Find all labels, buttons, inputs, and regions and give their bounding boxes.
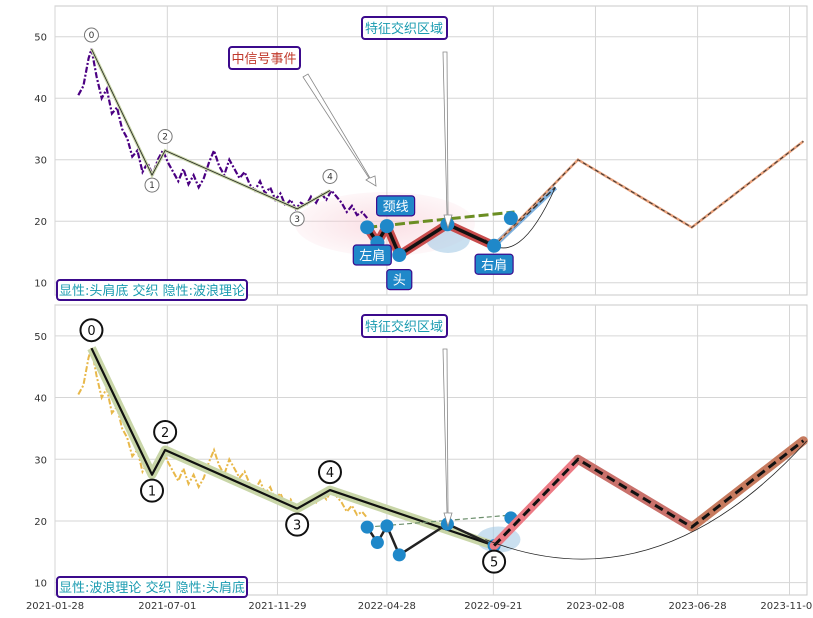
wave-marker-bottom [79, 318, 104, 343]
zone-arrow-bottom [442, 348, 453, 528]
projection-line-top [493, 140, 804, 247]
hs-point-bottom [370, 536, 384, 550]
arc-curve-bottom [485, 440, 808, 560]
hs-label-box [386, 269, 413, 291]
y-tick-label: 40 [34, 394, 47, 405]
hs-label-box [376, 195, 416, 217]
projection-line-bottom [493, 439, 805, 547]
hs-point-top [360, 220, 375, 235]
panel-label-box-bottom [56, 576, 248, 598]
wave-marker-top [83, 27, 99, 43]
zone-box-bottom [361, 314, 448, 338]
hs-point-top [392, 248, 407, 263]
wave-line-top [91, 48, 331, 210]
signal-arrow-top [302, 73, 377, 187]
panel-label-box-top [56, 279, 248, 301]
hs-point-bottom [360, 520, 374, 534]
wave-marker-label-top: 4 [327, 172, 333, 182]
x-tick-label: 2023-11-01 [760, 601, 813, 612]
wave-marker-label-top: 1 [149, 181, 155, 191]
hs-label-text: 头 [393, 274, 406, 289]
wave-marker-bottom [285, 512, 310, 537]
hs-point-top [503, 211, 518, 226]
wave-marker-bottom [482, 549, 507, 574]
wave-marker-label-bottom: 1 [148, 485, 156, 500]
wave-marker-top [322, 168, 338, 184]
zone-arrow-top [442, 51, 453, 230]
signal-event-label: 中信号事件 [231, 52, 296, 67]
zone-box-top [361, 16, 448, 40]
hs-point-bottom [380, 519, 394, 533]
zone-label-top: 特征交织区域 [365, 21, 443, 37]
hs-label-text: 颈线 [383, 200, 409, 215]
x-tick-label: 2022-04-28 [358, 601, 416, 612]
wave-marker-top [144, 177, 160, 193]
neckline-top [367, 210, 515, 229]
price-line-top [77, 48, 369, 219]
wave-marker-label-bottom: 4 [326, 466, 334, 481]
wave-marker-bottom [153, 420, 178, 444]
hs-point-top [379, 219, 394, 234]
y-tick-label: 10 [34, 579, 47, 590]
hs-label-text: 左肩 [359, 248, 385, 264]
hs-point-top [487, 238, 502, 253]
zone-label-bottom: 特征交织区域 [365, 319, 443, 335]
x-tick-label: 2023-02-08 [566, 601, 624, 612]
y-tick-label: 10 [34, 279, 47, 290]
wave-marker-bottom [317, 460, 342, 485]
wave-marker-label-bottom: 5 [490, 556, 498, 571]
y-tick-label: 40 [34, 94, 47, 105]
x-tick-label: 2022-09-21 [464, 601, 522, 612]
y-tick-label: 30 [34, 156, 47, 167]
y-tick-label: 20 [34, 217, 47, 228]
y-tick-label: 50 [34, 332, 47, 343]
panel-label-bottom: 显性:波浪理论 交织 隐性:头肩底 [59, 580, 245, 596]
y-tick-labels: 10 20 30 40 50 10 20 30 40 50 [34, 33, 47, 590]
wave-marker-label-bottom: 2 [161, 426, 169, 441]
wave-marker-label-top: 3 [294, 215, 300, 225]
wave-marker-label-top: 2 [162, 133, 168, 143]
wave-marker-label-bottom: 0 [87, 324, 95, 339]
y-tick-label: 50 [34, 33, 47, 44]
bottom-plot-layer: 0 1 2 3 4 5 [77, 318, 808, 574]
top-plot-layer: 0 1 2 3 4 左肩 颈线头 右肩 [77, 27, 805, 291]
x-tick-label: 2021-11-29 [248, 601, 306, 612]
wave-marker-top [289, 211, 305, 227]
panel-label-top: 显性:头肩底 交织 隐性:波浪理论 [59, 283, 245, 299]
bottom-panel [54, 304, 808, 596]
x-tick-labels: 2021-01-28 2021-07-01 2021-11-29 2022-04-28… [26, 601, 813, 612]
wave-marker-label-top: 0 [89, 31, 95, 41]
hs-point-bottom [392, 548, 406, 562]
wave-line-bottom [90, 347, 495, 547]
wave-marker-bottom [140, 478, 165, 503]
wave-marker-top [157, 129, 173, 144]
x-tick-label: 2023-06-28 [669, 601, 727, 612]
wave-marker-label-bottom: 3 [293, 519, 301, 534]
hs-label-text: 右肩 [481, 257, 507, 273]
x-tick-label: 2021-07-01 [138, 601, 196, 612]
y-tick-label: 20 [34, 517, 47, 528]
hs-label-box [474, 253, 514, 275]
y-tick-label: 30 [34, 455, 47, 466]
x-tick-label: 2021-01-28 [26, 601, 84, 612]
hs-label-box [352, 244, 392, 266]
signal-event-box [228, 46, 301, 70]
